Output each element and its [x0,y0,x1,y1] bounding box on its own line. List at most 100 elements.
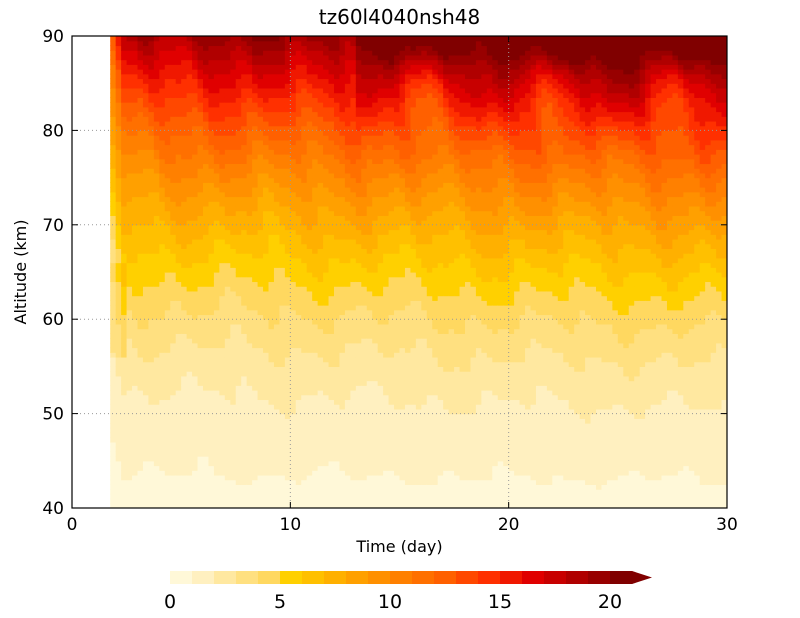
heatmap-cell [219,441,226,448]
heatmap-cell [284,182,291,188]
heatmap-cell [377,432,384,438]
heatmap-cell [263,493,270,500]
heatmap-cell [252,69,259,75]
heatmap-cell [372,404,379,410]
heatmap-cell [344,408,351,415]
heatmap-cell [230,295,237,301]
heatmap-cell [241,106,248,113]
heatmap-cell [273,333,281,339]
heatmap-cell [279,116,286,122]
heatmap-cell [301,413,308,419]
heatmap-cell [175,371,182,377]
heatmap-cell [372,73,379,80]
heatmap-cell [153,493,160,500]
heatmap-cell [339,149,346,155]
heatmap-cell [334,54,341,61]
heatmap-cell [252,314,259,320]
heatmap-cell [350,102,357,108]
heatmap-cell [361,234,368,240]
heatmap-cell [219,163,226,169]
heatmap-cell [115,446,122,452]
heatmap-cell [197,300,204,306]
heatmap-cell [295,423,302,429]
heatmap-cell [197,456,204,462]
heatmap-cell [328,54,335,61]
heatmap-cell [377,87,384,94]
heatmap-cell [263,130,270,136]
heatmap-cell [290,69,297,75]
heatmap-cell [241,319,248,325]
heatmap-cell [355,328,362,334]
heatmap-cell [361,149,368,155]
heatmap-cell [323,385,330,391]
heatmap-cell [181,83,188,89]
heatmap-cell [268,158,275,165]
heatmap-cell [377,83,384,89]
heatmap-cell [328,220,335,226]
heatmap-cell [361,97,368,103]
heatmap-cell [306,158,313,165]
heatmap-cell [142,352,150,358]
heatmap-cell [268,272,275,278]
heatmap-cell [312,243,319,249]
heatmap-cell [197,205,204,212]
heatmap-cell [213,460,220,467]
heatmap-cell [252,210,259,216]
heatmap-cell [213,83,220,89]
heatmap-cell [159,394,166,401]
heatmap-cell [110,390,117,396]
heatmap-cell [361,328,368,334]
heatmap-cell [306,347,313,353]
heatmap-cell [142,201,150,207]
heatmap-cell [252,366,259,372]
heatmap-cell [224,437,231,443]
heatmap-cell [355,73,362,80]
heatmap-cell [121,319,128,325]
heatmap-cell [121,97,128,103]
heatmap-cell [355,205,362,212]
heatmap-cell [279,319,286,325]
heatmap-cell [366,342,373,349]
heatmap-cell [197,342,204,349]
heatmap-cell [328,361,335,367]
heatmap-cell [268,456,275,462]
heatmap-cell [268,356,275,363]
heatmap-cell [208,97,215,103]
heatmap-cell [115,238,122,245]
heatmap-cell [306,323,313,330]
heatmap-cell [164,149,171,155]
heatmap-cell [192,418,199,424]
heatmap-cell [170,238,177,245]
heatmap-cell [279,333,286,339]
heatmap-cell [181,45,188,51]
heatmap-cell [268,83,275,89]
heatmap-cell [170,253,177,259]
heatmap-cell [181,356,188,363]
heatmap-cell [290,106,297,113]
heatmap-cell [142,172,150,179]
heatmap-cell [344,92,351,98]
heatmap-cell [121,305,128,311]
heatmap-cell [301,446,308,452]
heatmap-cell [132,305,139,311]
heatmap-cell [323,474,330,481]
heatmap-cell [241,234,248,240]
heatmap-cell [203,59,210,65]
heatmap-cell [110,257,117,264]
heatmap-cell [241,413,248,419]
heatmap-cell [361,432,368,438]
heatmap-cell [153,465,160,471]
heatmap-cell [126,399,133,405]
heatmap-cell [317,210,324,216]
heatmap-cell [208,40,215,47]
heatmap-cell [213,54,220,61]
heatmap-cell [366,276,373,283]
heatmap-cell [279,83,286,89]
heatmap-cell [372,441,379,448]
heatmap-cell [268,220,275,226]
heatmap-cell [263,446,270,452]
heatmap-cell [246,338,253,344]
heatmap-cell [224,366,231,372]
heatmap-cell [273,187,281,193]
heatmap-cell [306,40,313,47]
